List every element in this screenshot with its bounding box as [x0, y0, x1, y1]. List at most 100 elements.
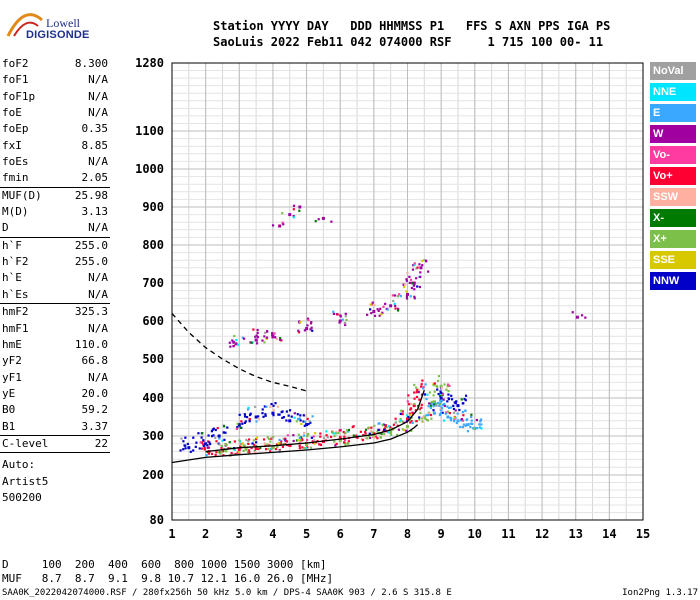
- data-point: [282, 223, 285, 226]
- data-point: [267, 437, 271, 441]
- y-tick-label: 700: [142, 276, 164, 290]
- data-point: [364, 437, 367, 440]
- data-point: [433, 403, 436, 406]
- data-point: [459, 419, 463, 422]
- data-point: [480, 423, 483, 426]
- data-point: [264, 331, 267, 334]
- param-name: D: [2, 221, 9, 235]
- data-point: [202, 444, 205, 448]
- data-point: [343, 435, 346, 438]
- data-point: [322, 436, 326, 440]
- data-point: [397, 309, 400, 312]
- x-tick-label: 14: [602, 527, 616, 541]
- data-point: [265, 336, 269, 339]
- data-point: [439, 394, 442, 398]
- y-tick-label: 600: [142, 314, 164, 328]
- data-point: [263, 341, 266, 344]
- data-point: [210, 430, 213, 433]
- data-point: [269, 450, 272, 453]
- data-point: [443, 402, 446, 406]
- data-point: [207, 452, 210, 455]
- data-point: [389, 430, 392, 433]
- data-point: [243, 421, 246, 424]
- data-point: [257, 415, 260, 418]
- data-point: [216, 427, 219, 430]
- data-point: [378, 422, 381, 425]
- data-point: [210, 435, 214, 438]
- auto-line: Artist5: [2, 474, 49, 488]
- data-point: [222, 424, 226, 427]
- data-point: [248, 420, 251, 423]
- data-point: [309, 322, 313, 325]
- data-point: [200, 447, 204, 450]
- data-point: [298, 417, 301, 420]
- data-point: [317, 218, 320, 221]
- data-point: [214, 436, 217, 439]
- y-tick-label: 200: [142, 468, 164, 482]
- param-name: foEp: [2, 122, 29, 136]
- param-name: foEs: [2, 155, 29, 169]
- data-point: [214, 453, 217, 456]
- data-point: [215, 440, 218, 443]
- data-point: [420, 383, 423, 386]
- data-point: [237, 448, 241, 452]
- data-point: [456, 419, 460, 423]
- data-point: [231, 339, 234, 342]
- data-point: [447, 393, 450, 396]
- param-row: fxI 8.85: [0, 138, 112, 154]
- data-point: [333, 435, 336, 438]
- auto-line: 500200: [2, 490, 42, 504]
- data-point: [284, 442, 287, 446]
- logo-arc-icon: [6, 13, 43, 37]
- data-point: [197, 432, 200, 435]
- data-point: [373, 304, 376, 307]
- data-point: [405, 295, 409, 298]
- data-point: [252, 439, 255, 442]
- data-point: [226, 426, 229, 429]
- data-point: [415, 386, 418, 389]
- data-point: [228, 441, 231, 444]
- data-point: [371, 301, 374, 304]
- data-point: [272, 414, 275, 417]
- data-point: [248, 413, 252, 417]
- x-tick-label: 12: [535, 527, 549, 541]
- footer-distance-row: D 100 200 400 600 800 1000 1500 3000 [km…: [2, 558, 327, 571]
- legend-item-noval: NoVal: [650, 62, 696, 80]
- data-point: [297, 433, 300, 436]
- data-point: [438, 413, 441, 417]
- data-point: [313, 439, 316, 442]
- data-point: [264, 448, 268, 451]
- param-name: h`Es: [2, 287, 29, 301]
- data-point: [216, 451, 220, 454]
- data-point: [430, 417, 433, 420]
- data-point: [439, 411, 443, 414]
- data-point: [470, 413, 473, 416]
- data-point: [192, 449, 195, 452]
- data-point: [584, 316, 587, 319]
- data-point: [401, 420, 404, 423]
- data-point: [426, 393, 429, 396]
- param-value: N/A: [88, 106, 108, 120]
- data-point: [464, 409, 467, 412]
- data-point: [359, 430, 362, 433]
- data-point: [271, 412, 274, 415]
- data-point: [405, 429, 408, 432]
- data-point: [423, 393, 427, 396]
- data-point: [269, 405, 272, 409]
- y-tick-label: 80: [150, 513, 164, 527]
- data-point: [238, 424, 241, 427]
- data-point: [442, 398, 445, 401]
- data-point: [338, 319, 342, 323]
- data-point: [383, 428, 386, 431]
- data-point: [408, 275, 411, 278]
- data-point: [476, 426, 479, 430]
- data-point: [339, 435, 342, 439]
- data-point: [208, 441, 211, 444]
- data-point: [464, 394, 468, 397]
- data-point: [446, 415, 450, 419]
- data-point: [253, 443, 256, 446]
- data-point: [448, 384, 451, 387]
- clevel-value: 22: [94, 436, 108, 450]
- legend-item-sse: SSE: [650, 251, 696, 269]
- y-tick-label: 500: [142, 352, 164, 366]
